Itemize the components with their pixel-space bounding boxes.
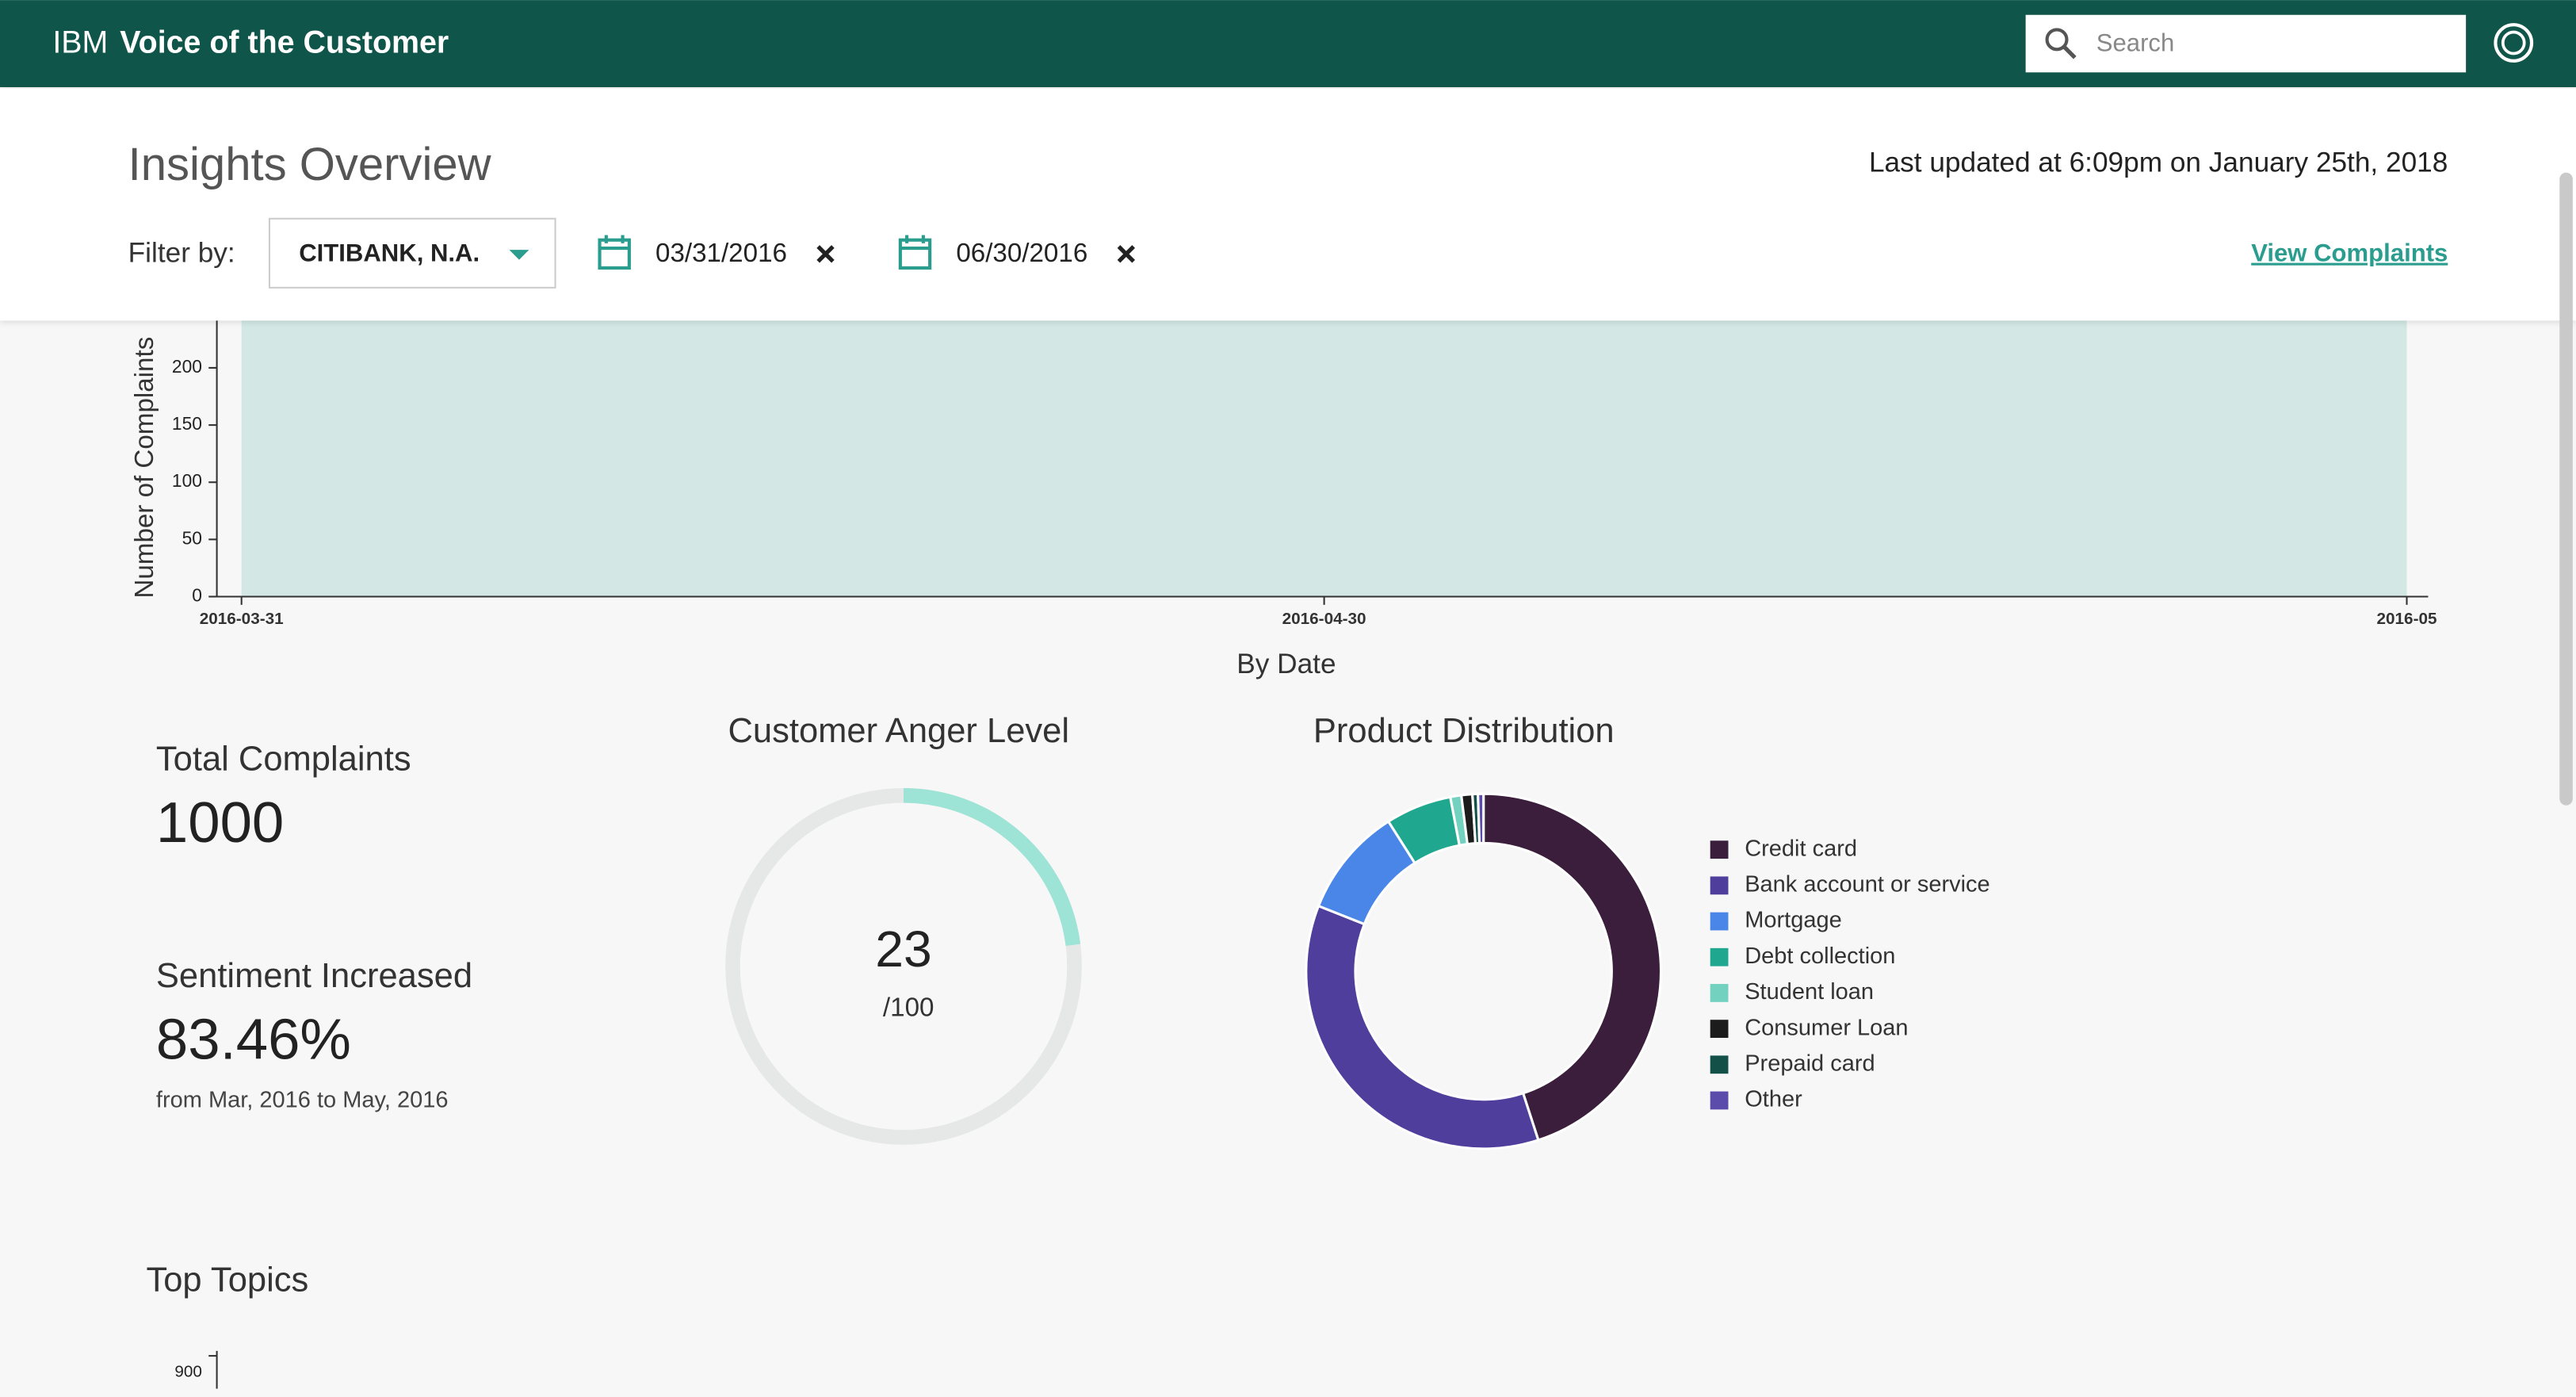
area bbox=[242, 311, 2407, 597]
scrollbar-thumb[interactable] bbox=[2559, 173, 2573, 806]
legend-swatch bbox=[1710, 948, 1729, 966]
product-name: Voice of the Customer bbox=[120, 25, 449, 59]
search-placeholder: Search bbox=[2096, 29, 2174, 56]
donut-slice bbox=[1478, 794, 1484, 843]
legend-swatch bbox=[1710, 1020, 1729, 1038]
total-value: 1000 bbox=[156, 790, 284, 855]
donut-title: Product Distribution bbox=[1313, 712, 1615, 750]
legend-label: Bank account or service bbox=[1745, 872, 1989, 898]
legend-label: Consumer Loan bbox=[1745, 1015, 1908, 1040]
y-tick-label: 200 bbox=[172, 356, 202, 377]
legend-swatch bbox=[1710, 840, 1729, 859]
y-axis-label: Number of Complaints bbox=[130, 337, 159, 599]
search-box[interactable] bbox=[2026, 15, 2466, 73]
gauge-max: /100 bbox=[883, 993, 934, 1023]
legend-swatch bbox=[1710, 913, 1729, 931]
legend-label: Student loan bbox=[1745, 979, 1874, 1005]
last-updated: Last updated at 6:09pm on January 25th, … bbox=[1869, 147, 2448, 178]
legend-swatch bbox=[1710, 876, 1729, 894]
legend-swatch bbox=[1710, 1055, 1729, 1074]
gauge-title: Customer Anger Level bbox=[728, 712, 1069, 750]
x-tick-label: 2016-03-31 bbox=[200, 610, 284, 628]
sentiment-value: 83.46% bbox=[156, 1007, 351, 1071]
end-date[interactable]: 06/30/2016 bbox=[956, 239, 1087, 268]
total-label: Total Complaints bbox=[156, 740, 411, 778]
x-axis-label: By Date bbox=[1236, 649, 1336, 679]
legend-label: Other bbox=[1745, 1087, 1802, 1112]
page-title: Insights Overview bbox=[128, 139, 492, 190]
legend-label: Mortgage bbox=[1745, 908, 1842, 933]
legend-swatch bbox=[1710, 984, 1729, 1002]
sentiment-note: from Mar, 2016 to May, 2016 bbox=[156, 1087, 449, 1112]
gauge-value: 23 bbox=[875, 920, 931, 978]
top-topics-tick: 900 bbox=[174, 1362, 202, 1380]
top-topics-title: Top Topics bbox=[146, 1261, 308, 1299]
y-tick-label: 100 bbox=[172, 470, 202, 491]
x-tick-label: 2016-05 bbox=[2376, 610, 2436, 628]
y-tick-label: 50 bbox=[182, 527, 202, 548]
x-tick-label: 2016-04-30 bbox=[1282, 610, 1366, 628]
sentiment-label: Sentiment Increased bbox=[156, 957, 472, 995]
legend-label: Debt collection bbox=[1745, 943, 1895, 969]
filter-label: Filter by: bbox=[128, 238, 235, 269]
y-tick-label: 0 bbox=[192, 585, 202, 606]
legend-label: Credit card bbox=[1745, 836, 1857, 861]
legend-swatch bbox=[1710, 1092, 1729, 1110]
start-date[interactable]: 03/31/2016 bbox=[655, 239, 787, 268]
y-tick-label: 150 bbox=[172, 413, 202, 434]
company-value: CITIBANK, N.A. bbox=[299, 239, 480, 267]
brand: IBM bbox=[52, 25, 108, 59]
legend-label: Prepaid card bbox=[1745, 1051, 1875, 1076]
view-complaints-link[interactable]: View Complaints bbox=[2251, 239, 2448, 267]
